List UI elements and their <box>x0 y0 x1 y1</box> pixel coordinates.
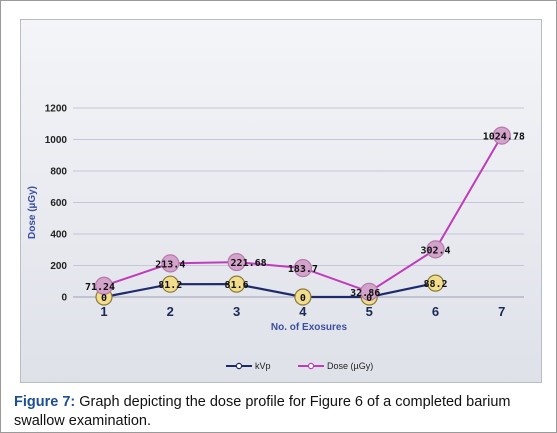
kvp-marker <box>426 274 445 292</box>
kvp-data-label: 0 <box>300 293 306 304</box>
dose-data-label: 32.86 <box>350 288 380 299</box>
x-axis-label: No. of Exosures <box>271 322 348 333</box>
legend-marker <box>307 362 315 370</box>
x-tick-labels: 1 2 3 4 5 6 7 <box>100 304 505 319</box>
legend-marker <box>235 362 243 370</box>
dose-profile-chart: 0 200 400 600 800 1000 1200 1 2 3 4 5 6 7 Dose (µGy)… <box>27 104 525 372</box>
dose-marker <box>94 276 114 295</box>
legend-entry-dose: Dose (µGy) <box>327 361 373 371</box>
series-line-kvp <box>103 282 436 299</box>
y-tick-label: 1000 <box>45 135 68 146</box>
legend-entry-kvp: kVp <box>255 361 271 371</box>
kvp-marker <box>294 288 312 306</box>
dose-data-label: 71.24 <box>85 282 115 293</box>
dose-data-label: 221.68 <box>231 258 267 269</box>
kvp-data-label: 0 <box>101 293 107 304</box>
x-tick-label: 7 <box>498 304 505 319</box>
data-labels: 0 81.2 81.6 0 0 88.2 71.24 213.4 221.68 183.7 32.8… <box>85 132 525 304</box>
dose-data-label: 302.4 <box>420 245 450 256</box>
y-tick-label: 400 <box>50 230 67 241</box>
x-tick-label: 3 <box>233 304 240 319</box>
x-tick-label: 1 <box>100 304 107 319</box>
gridlines <box>73 107 524 298</box>
x-tick-label: 4 <box>299 304 307 319</box>
y-axis-label: Dose (µGy) <box>27 186 38 239</box>
dose-marker <box>360 282 379 301</box>
dose-data-label: 213.4 <box>155 259 185 270</box>
dose-marker <box>492 126 511 145</box>
y-tick-label: 800 <box>50 167 67 178</box>
y-tick-label: 1200 <box>45 104 68 115</box>
kvp-marker <box>161 275 179 293</box>
y-tick-label: 200 <box>50 261 67 272</box>
chart-panel: 0 200 400 600 800 1000 1200 1 2 3 4 5 6 7 Dose (µGy)… <box>20 19 542 383</box>
y-tick-label: 0 <box>61 293 67 304</box>
y-tick-labels: 0 200 400 600 800 1000 1200 <box>45 104 68 304</box>
kvp-data-label: 0 <box>366 293 372 304</box>
caption-text: Graph depicting the dose profile for Fig… <box>14 394 511 429</box>
dose-data-label: 183.7 <box>288 264 318 275</box>
x-tick-label: 2 <box>167 304 174 319</box>
kvp-data-label: 88.2 <box>423 279 447 290</box>
legend: kVp Dose (µGy) <box>226 361 373 371</box>
kvp-marker <box>228 275 246 293</box>
series-layer <box>94 126 511 306</box>
caption-label: Figure 7: <box>14 394 76 410</box>
y-tick-label: 600 <box>50 198 67 209</box>
dose-marker <box>426 240 445 259</box>
dose-marker <box>293 258 312 278</box>
x-tick-label: 6 <box>432 304 439 319</box>
figure-caption: Figure 7: Graph depicting the dose profi… <box>14 393 550 431</box>
x-tick-label: 5 <box>366 304 373 319</box>
kvp-data-label: 81.6 <box>225 280 249 291</box>
kvp-data-label: 81.2 <box>158 280 182 291</box>
dose-marker <box>227 252 246 272</box>
dose-data-label: 1024.78 <box>483 132 525 143</box>
dose-marker <box>161 254 180 273</box>
